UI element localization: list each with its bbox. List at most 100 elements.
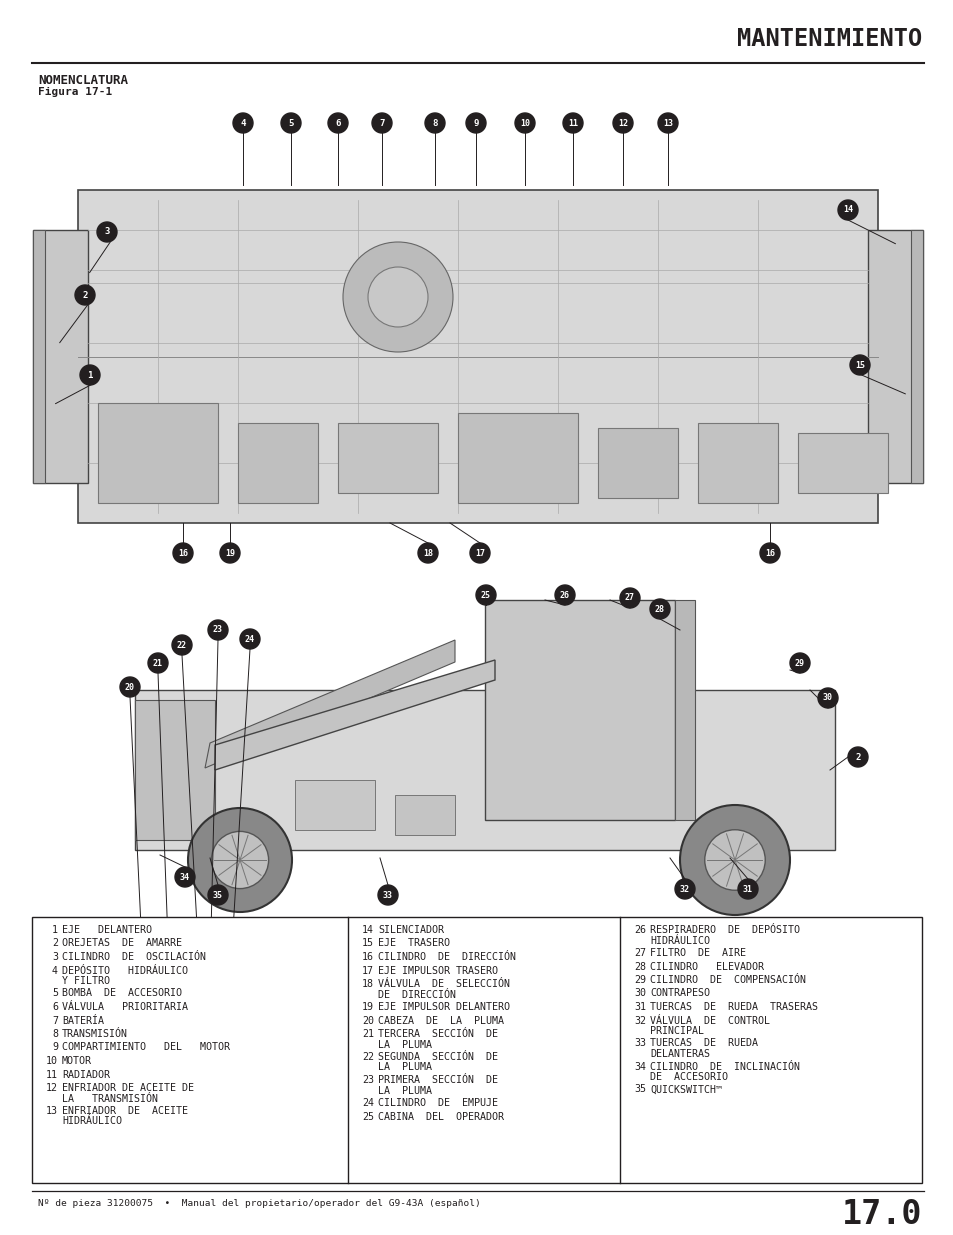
Text: 5: 5	[52, 988, 58, 999]
Circle shape	[738, 879, 758, 899]
Text: 9: 9	[52, 1042, 58, 1052]
Polygon shape	[214, 659, 495, 769]
Text: 31: 31	[742, 884, 752, 893]
Text: 23: 23	[361, 1074, 374, 1086]
Text: 18: 18	[422, 548, 433, 557]
Circle shape	[188, 808, 292, 911]
Text: CILINDRO  DE  DIRECCIÓN: CILINDRO DE DIRECCIÓN	[377, 952, 516, 962]
Text: 25: 25	[480, 590, 491, 599]
Text: BOMBA  DE  ACCESORIO: BOMBA DE ACCESORIO	[62, 988, 182, 999]
Circle shape	[817, 688, 837, 708]
Text: PRINCIPAL: PRINCIPAL	[649, 1026, 703, 1036]
Text: DE  DIRECCIÓN: DE DIRECCIÓN	[377, 989, 456, 999]
Text: 26: 26	[634, 925, 645, 935]
Text: 12: 12	[46, 1083, 58, 1093]
Text: LA  PLUMA: LA PLUMA	[377, 1040, 432, 1050]
Text: RADIADOR: RADIADOR	[62, 1070, 110, 1079]
Text: CILINDRO  DE  EMPUJE: CILINDRO DE EMPUJE	[377, 1098, 497, 1108]
Text: 4: 4	[52, 966, 58, 976]
Circle shape	[372, 112, 392, 133]
Circle shape	[465, 112, 485, 133]
Text: 7: 7	[379, 119, 384, 127]
Circle shape	[240, 629, 260, 650]
Text: 4: 4	[240, 119, 246, 127]
Circle shape	[849, 354, 869, 375]
Circle shape	[789, 653, 809, 673]
Text: 16: 16	[361, 952, 374, 962]
Text: QUICKSWITCH™: QUICKSWITCH™	[649, 1084, 721, 1094]
Text: ENFRIADOR DE ACEITE DE: ENFRIADOR DE ACEITE DE	[62, 1083, 193, 1093]
Bar	[395, 795, 455, 835]
Text: 11: 11	[567, 119, 578, 127]
Text: 12: 12	[618, 119, 627, 127]
Text: 2: 2	[52, 939, 58, 948]
Text: PRIMERA  SECCIÓN  DE: PRIMERA SECCIÓN DE	[377, 1074, 497, 1086]
Text: 14: 14	[842, 205, 852, 215]
Text: DE  ACCESORIO: DE ACCESORIO	[649, 1072, 727, 1082]
Text: 17.0: 17.0	[841, 1198, 921, 1231]
Text: CILINDRO   ELEVADOR: CILINDRO ELEVADOR	[649, 962, 763, 972]
Text: 16: 16	[764, 548, 774, 557]
Text: 22: 22	[177, 641, 187, 650]
Text: EJE IMPULSOR TRASERO: EJE IMPULSOR TRASERO	[377, 966, 497, 976]
Text: 29: 29	[634, 974, 645, 986]
Text: TRANSMISIÓN: TRANSMISIÓN	[62, 1029, 128, 1039]
Text: NOMENCLATURA: NOMENCLATURA	[38, 74, 128, 86]
Text: HIDRÁULICO: HIDRÁULICO	[649, 935, 709, 946]
Text: VÁLVULA   PRIORITARIA: VÁLVULA PRIORITARIA	[62, 1002, 188, 1011]
Circle shape	[417, 543, 437, 563]
Text: Figura 17-1: Figura 17-1	[38, 86, 112, 98]
Bar	[337, 424, 437, 493]
Bar	[867, 230, 923, 483]
Text: 34: 34	[634, 1062, 645, 1072]
Text: EJE  TRASERO: EJE TRASERO	[377, 939, 450, 948]
Circle shape	[476, 585, 496, 605]
Circle shape	[658, 112, 678, 133]
Circle shape	[368, 267, 428, 327]
Text: 18: 18	[361, 979, 374, 989]
Text: 28: 28	[634, 962, 645, 972]
Text: 33: 33	[634, 1039, 645, 1049]
Text: VÁLVULA  DE  SELECCIÓN: VÁLVULA DE SELECCIÓN	[377, 979, 510, 989]
Text: FILTRO  DE  AIRE: FILTRO DE AIRE	[649, 948, 745, 958]
Circle shape	[613, 112, 633, 133]
Bar	[698, 424, 778, 503]
Text: 31: 31	[634, 1002, 645, 1011]
Text: 9: 9	[473, 119, 478, 127]
Text: MOTOR: MOTOR	[62, 1056, 91, 1066]
Text: 24: 24	[245, 635, 254, 643]
Text: CONTRAPESO: CONTRAPESO	[649, 988, 709, 999]
Bar	[457, 412, 578, 503]
Circle shape	[281, 112, 301, 133]
Text: 27: 27	[624, 594, 635, 603]
Text: TUERCAS  DE  RUEDA: TUERCAS DE RUEDA	[649, 1039, 758, 1049]
Text: TUERCAS  DE  RUEDA  TRASERAS: TUERCAS DE RUEDA TRASERAS	[649, 1002, 817, 1011]
Text: 30: 30	[634, 988, 645, 999]
Text: 10: 10	[519, 119, 530, 127]
Text: 2: 2	[82, 290, 88, 300]
Text: 21: 21	[152, 658, 163, 667]
Bar	[78, 190, 877, 522]
Text: 25: 25	[361, 1112, 374, 1121]
Text: 17: 17	[361, 966, 374, 976]
Text: 26: 26	[559, 590, 569, 599]
Circle shape	[97, 222, 117, 242]
Circle shape	[847, 747, 867, 767]
Text: COMPARTIMIENTO   DEL   MOTOR: COMPARTIMIENTO DEL MOTOR	[62, 1042, 230, 1052]
Text: 10: 10	[46, 1056, 58, 1066]
Text: CILINDRO  DE  COMPENSACIÓN: CILINDRO DE COMPENSACIÓN	[649, 974, 805, 986]
Bar	[484, 600, 675, 820]
Bar	[33, 230, 45, 483]
Circle shape	[515, 112, 535, 133]
Text: 19: 19	[225, 548, 234, 557]
Circle shape	[470, 543, 490, 563]
Text: VÁLVULA  DE  CONTROL: VÁLVULA DE CONTROL	[649, 1015, 769, 1025]
Text: 1: 1	[88, 370, 92, 379]
Text: 34: 34	[180, 872, 190, 882]
Text: EJE IMPULSOR DELANTERO: EJE IMPULSOR DELANTERO	[377, 1002, 510, 1011]
Circle shape	[424, 112, 444, 133]
Text: TERCERA  SECCIÓN  DE: TERCERA SECCIÓN DE	[377, 1029, 497, 1039]
Text: 8: 8	[432, 119, 437, 127]
Circle shape	[220, 543, 240, 563]
Bar	[598, 429, 678, 498]
